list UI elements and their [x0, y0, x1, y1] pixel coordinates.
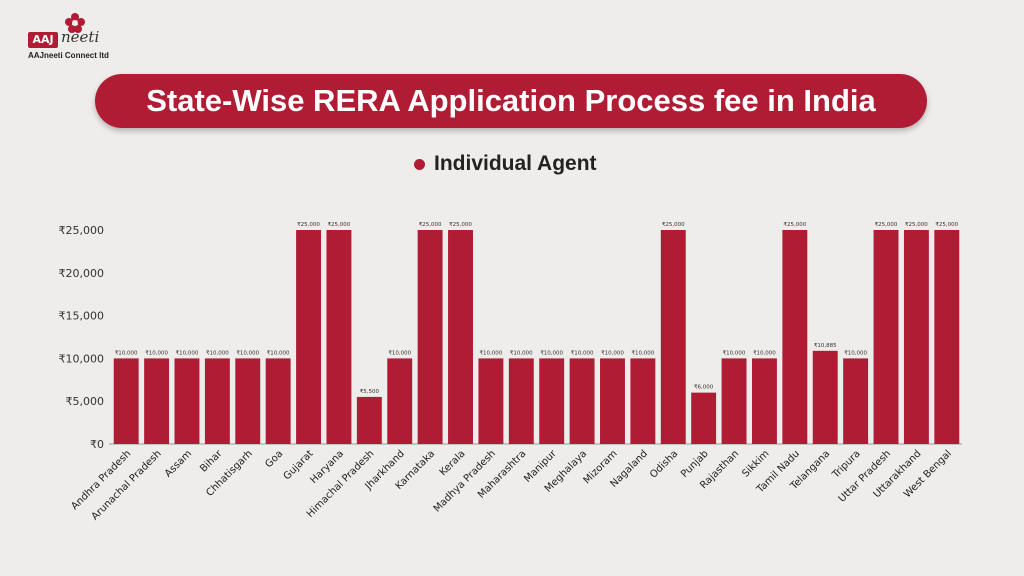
- x-tick-label: Assam: [163, 448, 194, 479]
- bar: [569, 358, 595, 444]
- data-label: ₹10,000: [510, 349, 533, 356]
- data-label: ₹25,000: [328, 221, 351, 228]
- data-label: ₹10,000: [601, 349, 624, 356]
- data-label: ₹10,000: [480, 349, 503, 356]
- bar: [296, 230, 322, 444]
- data-label: ₹25,000: [935, 221, 958, 228]
- logo-badge: AAJ: [28, 32, 58, 48]
- data-label: ₹10,000: [115, 349, 138, 356]
- bar: [812, 350, 838, 444]
- data-label: ₹10,000: [540, 349, 563, 356]
- data-label: ₹10,000: [267, 349, 290, 356]
- data-label: ₹10,000: [753, 349, 776, 356]
- y-tick-label: ₹5,000: [66, 395, 105, 408]
- bar: [417, 230, 443, 444]
- data-label: ₹10,000: [236, 349, 259, 356]
- bar: [630, 358, 656, 444]
- bar: [721, 358, 747, 444]
- bar: [660, 230, 686, 444]
- bar: [751, 358, 777, 444]
- data-label: ₹10,885: [814, 342, 837, 349]
- legend-label: Individual Agent: [434, 152, 597, 175]
- data-label: ₹25,000: [449, 221, 472, 228]
- data-label: ₹25,000: [662, 221, 685, 228]
- bar: [265, 358, 291, 444]
- company-name: AAJneeti Connect ltd: [28, 51, 109, 60]
- legend-swatch: [414, 158, 425, 170]
- x-tick-label: Goa: [263, 448, 285, 470]
- bar: [387, 358, 413, 444]
- data-label: ₹10,000: [206, 349, 229, 356]
- x-tick-label: Bihar: [198, 448, 225, 475]
- data-label: ₹25,000: [783, 221, 806, 228]
- bar: [539, 358, 565, 444]
- bar: [235, 358, 261, 444]
- company-logo: AAJ neeti AAJneeti Connect ltd: [28, 12, 138, 62]
- bar: [873, 230, 899, 444]
- bar: [174, 358, 200, 444]
- data-label: ₹25,000: [419, 221, 442, 228]
- bar: [144, 358, 170, 444]
- y-tick-label: ₹25,000: [59, 224, 105, 237]
- data-label: ₹5,500: [360, 388, 380, 395]
- data-label: ₹10,000: [176, 349, 199, 356]
- bar: [843, 358, 869, 444]
- data-label: ₹25,000: [905, 221, 928, 228]
- bar: [478, 358, 504, 444]
- flower-logo-icon: [65, 13, 85, 33]
- bar: [326, 230, 352, 444]
- y-tick-label: ₹15,000: [59, 310, 105, 323]
- data-label: ₹25,000: [297, 221, 320, 228]
- y-tick-label: ₹10,000: [59, 352, 105, 365]
- data-label: ₹10,000: [571, 349, 594, 356]
- bar: [903, 230, 929, 444]
- data-label: ₹10,000: [632, 349, 655, 356]
- bar: [448, 230, 473, 444]
- bar: [600, 358, 625, 444]
- x-tick-label: Kerala: [438, 448, 468, 478]
- legend: Individual Agent: [414, 152, 597, 176]
- bar: [356, 396, 382, 444]
- y-tick-label: ₹0: [90, 438, 104, 451]
- bar: [934, 230, 960, 444]
- data-label: ₹10,000: [723, 349, 746, 356]
- y-tick-label: ₹20,000: [59, 267, 105, 280]
- bar: [204, 358, 230, 444]
- data-label: ₹10,000: [844, 349, 867, 356]
- logo-script-text: neeti: [61, 28, 100, 46]
- chart-title: State-Wise RERA Application Process fee …: [95, 74, 927, 128]
- data-label: ₹6,000: [694, 384, 714, 391]
- bar: [691, 392, 717, 444]
- data-label: ₹10,000: [388, 349, 411, 356]
- bar: [113, 358, 139, 444]
- x-tick-label: Odisha: [648, 448, 680, 480]
- data-label: ₹10,000: [145, 349, 168, 356]
- bar: [508, 358, 534, 444]
- bar: [782, 230, 808, 444]
- data-label: ₹25,000: [875, 221, 898, 228]
